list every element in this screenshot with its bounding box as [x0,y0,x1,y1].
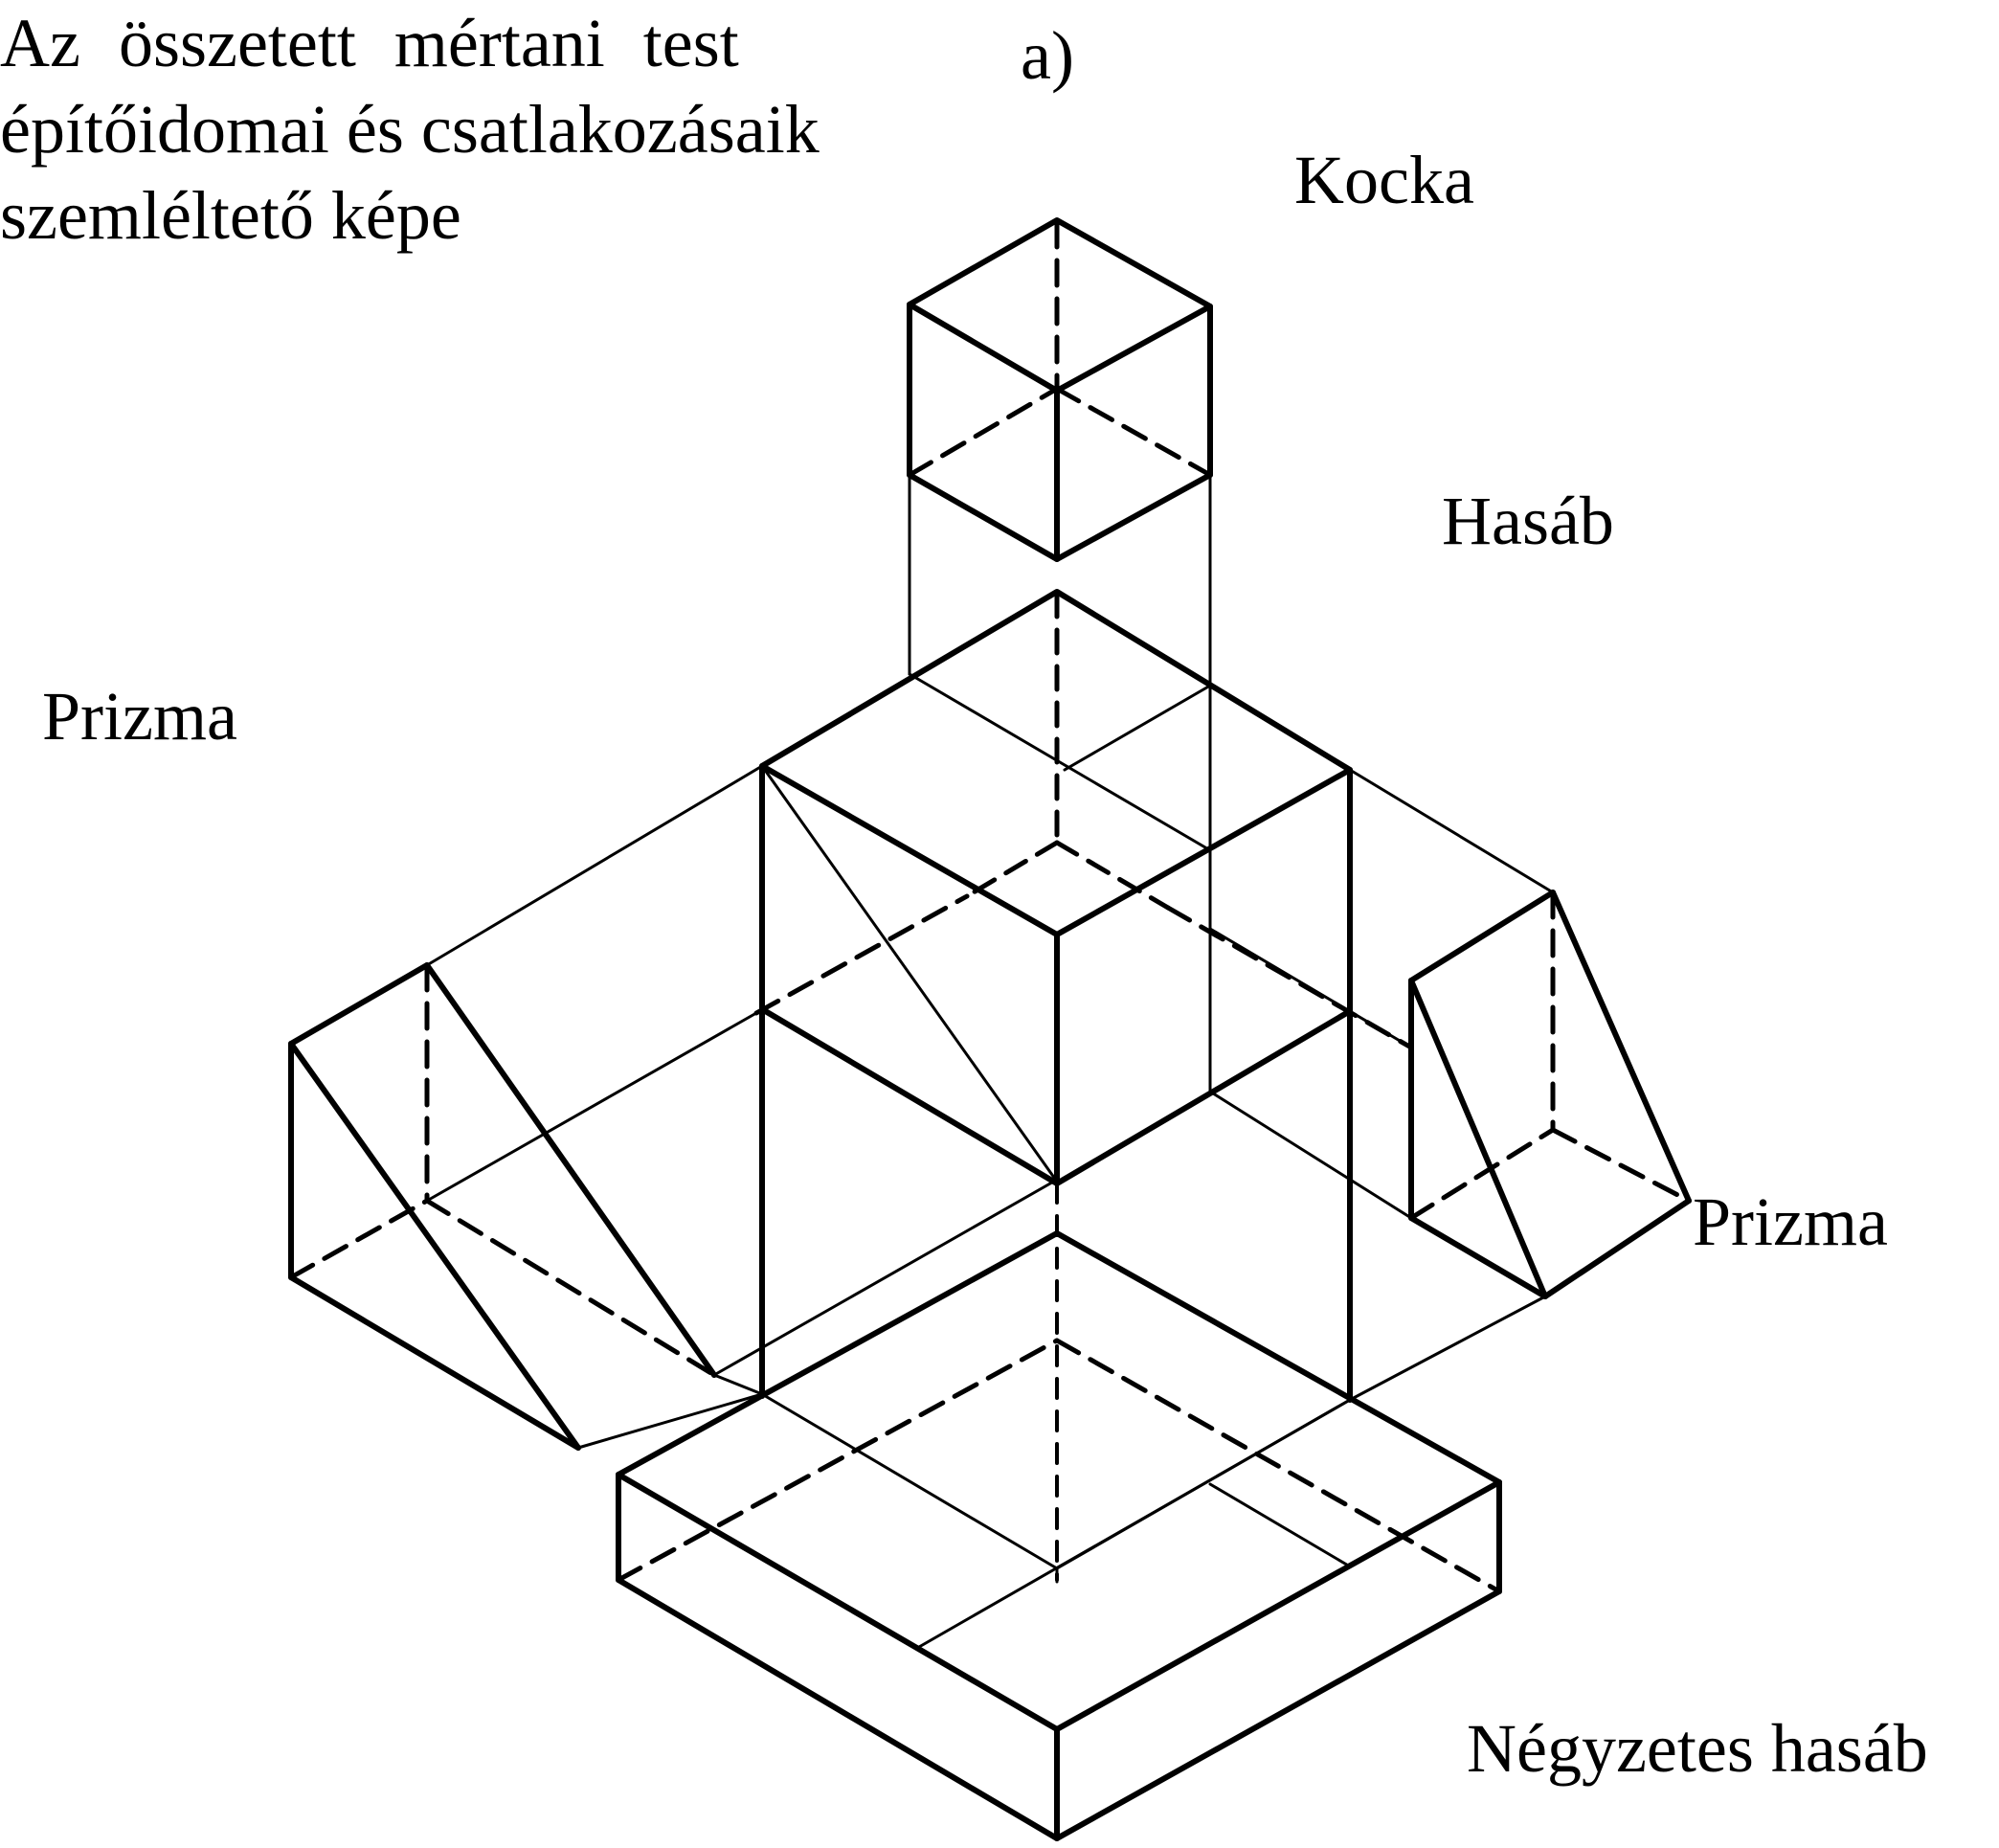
kocka-solid [907,217,1213,562]
label-prizma-left: Prizma [42,678,237,755]
figure-caption: Az összetett mértani test építőidomai és… [0,0,820,259]
label-prizma-right: Prizma [1693,1183,1888,1260]
caption-line-2: építőidomai és csatlakozásaik [0,91,820,168]
negyzetes-hasab-solid [616,1178,1502,1841]
caption-line-1: Az összetett mértani test [0,5,739,81]
caption-line-3: szemléltető képe [0,177,461,254]
connection-lines [908,473,1212,687]
hasab-solid [759,589,1353,1582]
prizma-right-solid [1165,768,1692,1402]
prizma-left-solid [288,764,970,1451]
label-negyzetes-hasab: Négyzetes hasáb [1467,1710,1928,1787]
variant-label: a) [1021,17,1074,94]
label-kocka: Kocka [1294,142,1474,218]
label-hasab: Hasáb [1442,483,1614,559]
